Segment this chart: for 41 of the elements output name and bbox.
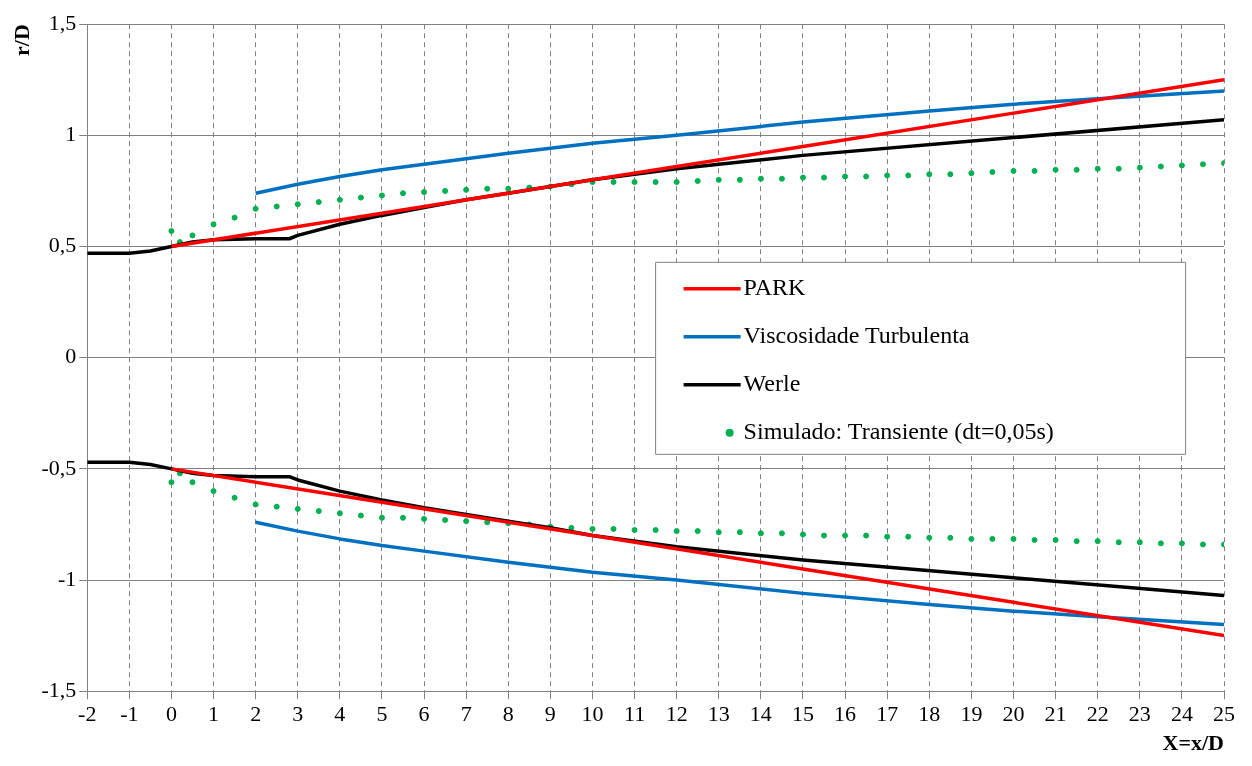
x-tick-label: 21 — [1044, 701, 1067, 727]
x-tick-label: 9 — [544, 701, 556, 727]
x-tick-label: 1 — [208, 701, 220, 727]
x-tick-label: 24 — [1170, 701, 1193, 727]
x-tick-label: 15 — [791, 701, 814, 727]
x-tick-label: 23 — [1128, 701, 1151, 727]
x-tick-label: 16 — [834, 701, 857, 727]
x-tick-label: 5 — [376, 701, 388, 727]
y-tick-label: 0 — [65, 343, 77, 369]
x-tick-label: 3 — [292, 701, 304, 727]
legend-label: Viscosidade Turbulenta — [743, 322, 970, 349]
x-tick-label: 8 — [502, 701, 514, 727]
legend-label: Simulado: Transiente (dt=0,05s) — [743, 418, 1054, 445]
y-tick-label: 1 — [65, 121, 77, 147]
y-tick-label: -1 — [57, 565, 77, 591]
y-tick-label: 0,5 — [48, 232, 77, 258]
x-tick-label: 11 — [623, 701, 646, 727]
y-axis-title: r/D — [8, 24, 34, 56]
x-tick-label: 22 — [1086, 701, 1109, 727]
x-tick-label: 14 — [749, 701, 772, 727]
y-tick-label: -1,5 — [41, 676, 77, 702]
x-tick-label: 0 — [165, 701, 177, 727]
x-tick-label: 2 — [250, 701, 262, 727]
x-tick-label: 12 — [665, 701, 688, 727]
x-tick-label: 25 — [1213, 701, 1235, 727]
legend-label: PARK — [743, 274, 807, 301]
x-tick-label: 17 — [876, 701, 899, 727]
x-tick-label: 7 — [460, 701, 472, 727]
x-tick-label: 6 — [418, 701, 430, 727]
x-tick-label: 13 — [707, 701, 730, 727]
y-tick-label: -0,5 — [41, 454, 77, 480]
y-tick-label: 1,5 — [48, 9, 77, 35]
x-tick-label: 20 — [1002, 701, 1025, 727]
x-tick-label: 10 — [581, 701, 604, 727]
x-tick-label: 4 — [334, 701, 346, 727]
x-tick-label: 18 — [918, 701, 941, 727]
legend-label: Werle — [743, 370, 801, 397]
x-tick-label: -2 — [78, 701, 97, 727]
x-tick-label: 19 — [960, 701, 983, 727]
x-axis-title: X=x/D — [1162, 730, 1224, 756]
x-tick-label: -1 — [120, 701, 139, 727]
